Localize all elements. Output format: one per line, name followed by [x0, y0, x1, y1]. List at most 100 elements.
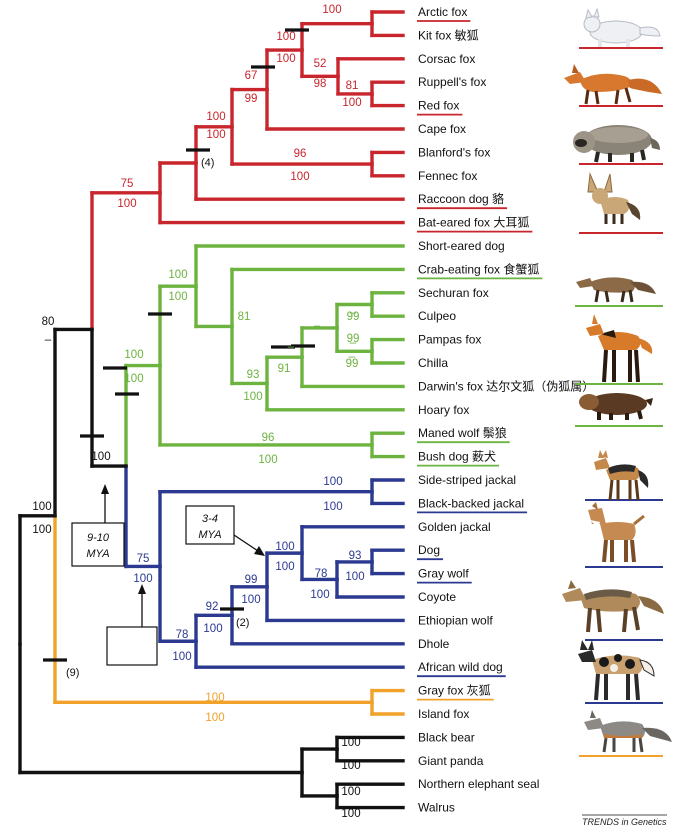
support-value: –: [350, 337, 357, 349]
support-value: 96: [294, 148, 307, 160]
empty-date-box: [106, 584, 158, 666]
support-value: 100: [322, 4, 341, 16]
date-box-3-4-mya: 3-4 MYA: [185, 505, 265, 556]
support-value: 100: [310, 589, 329, 601]
illustration-underlines: [575, 47, 663, 757]
support-value: 100: [117, 198, 136, 210]
gray-wolf-icon: [558, 574, 668, 634]
indel-markers: [43, 28, 315, 662]
taxon-label: Giant panda: [418, 754, 484, 768]
support-value: 75: [137, 553, 150, 565]
taxon-labels: Arctic fox Kit fox 敏狐 Corsac fox Ruppell's …: [417, 5, 594, 815]
support-value: 100: [323, 476, 342, 488]
support-value: 100: [205, 712, 224, 724]
support-value: 78: [315, 568, 328, 580]
support-value: 100: [258, 454, 277, 466]
support-value: 100: [276, 53, 295, 65]
date-box-line2: MYA: [86, 548, 109, 560]
taxon-label: Bat-eared fox 大耳狐: [418, 216, 529, 230]
red-fox-icon: [560, 58, 664, 106]
taxon-label: Northern elephant seal: [418, 777, 539, 791]
taxon-label: Gray wolf: [418, 567, 469, 581]
journal-credit: TRENDS in Genetics: [582, 817, 667, 827]
support-value: 98: [314, 78, 327, 90]
bush-dog-icon: [575, 386, 655, 422]
taxon-label: Fennec fox: [418, 169, 477, 183]
support-value: 100: [275, 561, 294, 573]
support-value: 99: [346, 358, 359, 370]
support-values: 100 100 100 52 98 81 100 67 99 100 100 96 100 75 100 10…: [32, 4, 364, 820]
taxon-label: Walrus: [418, 801, 455, 815]
support-value: 100: [206, 111, 225, 123]
date-box-line2: MYA: [198, 529, 221, 541]
support-value: 91: [278, 363, 291, 375]
taxon-label: Maned wolf 鬃狼: [418, 425, 507, 440]
support-value: 100: [341, 808, 360, 820]
arctic-fox-icon: [578, 6, 662, 48]
date-box-line1: 9-10: [87, 532, 110, 544]
taxon-label: Hoary fox: [418, 403, 469, 417]
indel-count-root: (9): [66, 667, 79, 679]
support-value: 99: [347, 311, 360, 323]
support-value: 100: [342, 97, 361, 109]
taxon-label: Kit fox 敏狐: [418, 27, 479, 42]
support-value: 100: [172, 651, 191, 663]
date-box-9-10-mya: 9-10 MYA: [71, 484, 125, 567]
taxon-label: Blanford's fox: [418, 145, 490, 159]
support-value: 100: [341, 737, 360, 749]
support-value: 99: [245, 93, 258, 105]
taxon-label: Bush dog 薮犬: [418, 450, 496, 464]
taxon-label: Dhole: [418, 637, 450, 651]
taxon-label: Crab-eating fox 食蟹狐: [418, 261, 539, 276]
support-value: 75: [121, 178, 134, 190]
support-value: 100: [276, 31, 295, 43]
dog-icon: [582, 502, 648, 564]
support-value: 100: [168, 269, 187, 281]
support-value: 100: [341, 786, 360, 798]
bat-eared-fox-icon: [580, 170, 644, 226]
taxon-label: Black-backed jackal: [418, 496, 524, 510]
support-value: 81: [346, 80, 359, 92]
support-value: 100: [206, 129, 225, 141]
raccoon-dog-icon: [570, 118, 662, 164]
taxon-label: Short-eared dog: [418, 239, 505, 253]
taxon-label: Darwin's fox 达尔文狐（伪狐属）: [418, 378, 594, 393]
tree-branches: [18, 10, 405, 810]
support-value: 99: [245, 574, 258, 586]
annotations: (4) (2) (9) 9-10 MYA 3-4 MYA TRENDS in G…: [66, 157, 667, 827]
maned-wolf-icon: [582, 312, 658, 384]
taxon-label: Arctic fox: [418, 5, 467, 19]
taxon-label: Golden jackal: [418, 520, 491, 534]
support-value: 81: [238, 311, 251, 323]
support-value: 100: [168, 291, 187, 303]
support-value: 100: [243, 391, 262, 403]
taxon-label: Coyote: [418, 590, 456, 604]
taxon-label: Island fox: [418, 707, 469, 721]
taxon-label: Red fox: [418, 99, 459, 113]
support-value: 100: [345, 571, 364, 583]
support-value: 100: [205, 692, 224, 704]
support-value: 93: [349, 550, 362, 562]
taxon-label: Ruppell's fox: [418, 75, 486, 89]
gray-fox-icon: [580, 708, 674, 754]
support-value: –: [314, 320, 321, 332]
date-box-line1: 3-4: [202, 513, 218, 525]
taxon-label: Gray fox 灰狐: [418, 684, 491, 698]
support-value: 100: [290, 171, 309, 183]
support-value: –: [350, 307, 357, 319]
support-value: 100: [203, 623, 222, 635]
support-value: 100: [341, 760, 360, 772]
indel-count-wolf: (2): [236, 617, 249, 629]
support-value: 100: [91, 451, 110, 463]
support-value: –: [349, 351, 356, 363]
taxon-label: Black bear: [418, 730, 475, 744]
support-value: 100: [124, 349, 143, 361]
indel-count-fox: (4): [201, 157, 214, 169]
taxon-label: Sechuran fox: [418, 286, 489, 300]
support-value: 100: [124, 373, 143, 385]
support-value: 100: [275, 541, 294, 553]
support-value: 67: [245, 70, 258, 82]
support-value: –: [288, 341, 295, 353]
crab-eating-fox-icon: [574, 268, 658, 304]
